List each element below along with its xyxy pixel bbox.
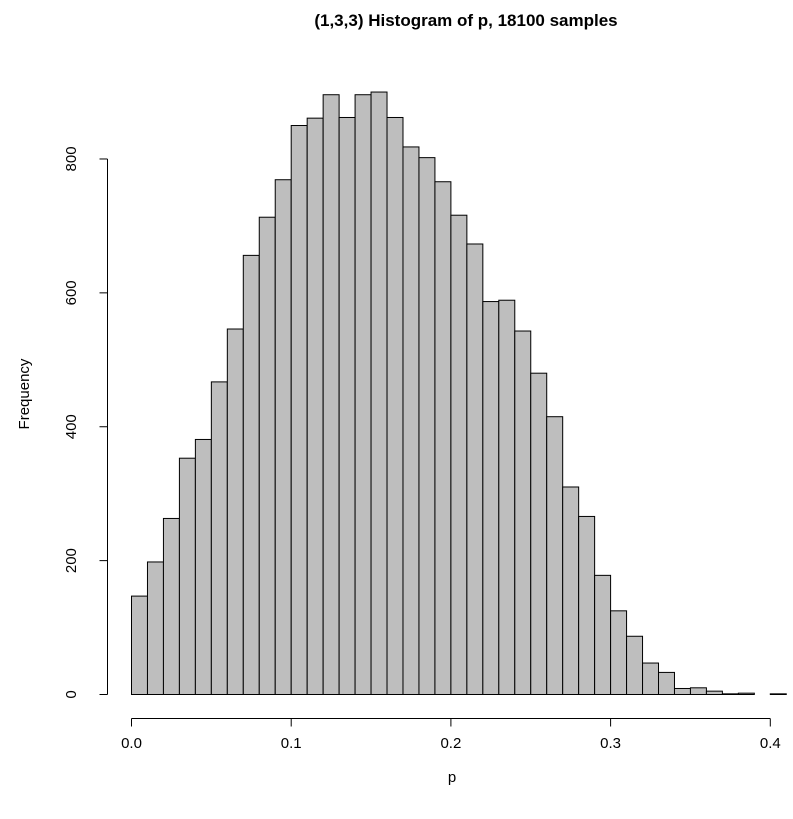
histogram-bar bbox=[530, 372, 548, 695]
histogram-bar bbox=[466, 243, 484, 696]
histogram-bar bbox=[258, 216, 276, 695]
histogram-bar bbox=[274, 179, 292, 696]
y-tick-label: 0 bbox=[63, 690, 80, 698]
y-tick-label: 400 bbox=[63, 414, 80, 439]
histogram-bar bbox=[482, 301, 500, 695]
histogram-bar bbox=[290, 125, 308, 695]
histogram-bar bbox=[450, 214, 468, 696]
histogram-bar bbox=[769, 693, 787, 696]
histogram-bar bbox=[226, 328, 244, 695]
bars-group bbox=[131, 91, 787, 696]
histogram-bar bbox=[370, 91, 388, 696]
x-tick-label: 0.4 bbox=[760, 735, 781, 752]
y-axis: 0 200 400 600 800 bbox=[63, 146, 108, 699]
histogram-bar bbox=[210, 381, 228, 695]
histogram-bar bbox=[402, 146, 420, 695]
y-tick-label: 600 bbox=[63, 280, 80, 305]
x-axis: 0.0 0.1 0.2 0.3 0.4 bbox=[121, 718, 781, 752]
histogram-bar bbox=[131, 595, 148, 695]
histogram-bar bbox=[322, 94, 340, 696]
histogram-bar bbox=[338, 116, 356, 696]
histogram-bar bbox=[626, 635, 644, 696]
histogram-bar bbox=[658, 671, 675, 695]
x-tick-label: 0.1 bbox=[281, 735, 302, 752]
histogram-bar bbox=[354, 94, 372, 696]
y-tick-label: 200 bbox=[63, 548, 80, 573]
histogram-bar bbox=[673, 687, 691, 695]
histogram-bar bbox=[498, 299, 516, 695]
y-axis-label: Frequency bbox=[16, 358, 33, 429]
x-axis-label: p bbox=[448, 769, 456, 786]
x-tick-label: 0.2 bbox=[440, 735, 461, 752]
histogram-bar bbox=[721, 693, 739, 696]
histogram-bar bbox=[578, 515, 596, 695]
histogram-bar bbox=[610, 610, 628, 696]
histogram-bar bbox=[434, 181, 452, 696]
histogram-bar bbox=[242, 254, 260, 695]
histogram-bar bbox=[705, 690, 723, 696]
histogram-bar bbox=[178, 457, 196, 696]
histogram-bar bbox=[689, 687, 707, 695]
histogram-bar bbox=[514, 330, 532, 695]
x-tick-label: 0.0 bbox=[121, 735, 142, 752]
histogram-bar bbox=[562, 486, 580, 695]
histogram-bar bbox=[642, 662, 660, 695]
histogram-bar bbox=[146, 561, 164, 696]
histogram-bar bbox=[546, 416, 564, 695]
y-tick-label: 800 bbox=[63, 146, 80, 171]
chart-title: (1,3,3) Histogram of p, 18100 samples bbox=[314, 11, 617, 30]
histogram-bar bbox=[594, 574, 612, 695]
histogram-bar bbox=[162, 517, 180, 696]
x-tick-label: 0.3 bbox=[600, 735, 621, 752]
histogram-bar bbox=[306, 117, 324, 695]
histogram-bar bbox=[418, 157, 436, 695]
histogram-bar bbox=[194, 438, 212, 695]
histogram-bar bbox=[386, 116, 404, 696]
histogram-bar bbox=[737, 692, 755, 695]
